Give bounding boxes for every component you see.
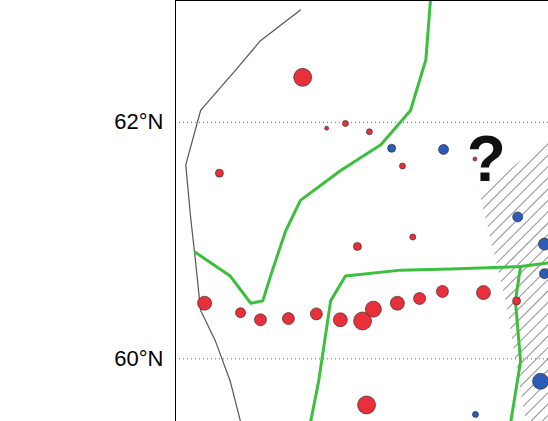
svg-text:?: ?	[467, 123, 506, 195]
svg-text:62°N: 62°N	[114, 109, 163, 134]
svg-text:60°N: 60°N	[114, 346, 163, 371]
